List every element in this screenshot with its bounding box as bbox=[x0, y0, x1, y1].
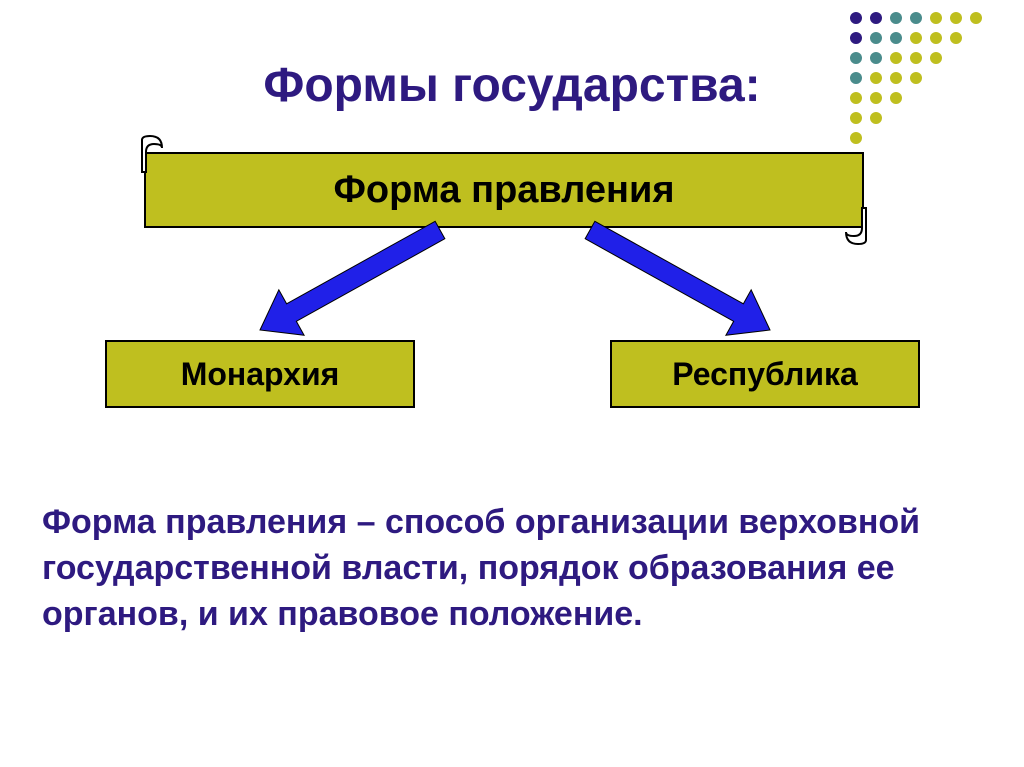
box-monarchy-label: Монархия bbox=[181, 356, 340, 393]
slide-title: Формы государства: bbox=[0, 58, 1024, 113]
box-republic-label: Республика bbox=[672, 356, 858, 393]
scroll-end-left-icon bbox=[140, 134, 168, 174]
banner-form-of-rule: Форма правления bbox=[144, 152, 864, 228]
definition-term: Форма правления – bbox=[42, 503, 385, 541]
definition-text: Форма правления – способ организации вер… bbox=[42, 500, 982, 638]
banner-label: Форма правления bbox=[333, 169, 674, 212]
box-monarchy: Монархия bbox=[105, 340, 415, 408]
scroll-end-right-icon bbox=[840, 206, 868, 246]
box-republic: Республика bbox=[610, 340, 920, 408]
